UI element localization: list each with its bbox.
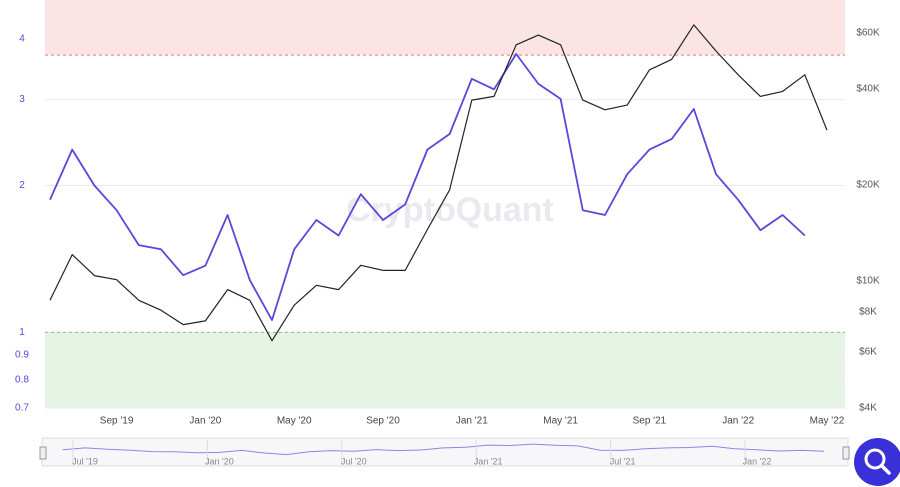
x-tick-label: Jan '21 (456, 416, 488, 427)
x-tick-label: May '21 (543, 416, 578, 427)
search-circle[interactable] (854, 438, 900, 486)
navigator-label: Jan '21 (474, 456, 503, 466)
watermark: CryptoQuant (346, 191, 554, 229)
y-tick-label: 4 (19, 33, 25, 44)
band (45, 332, 845, 408)
navigator-handle[interactable] (842, 446, 850, 460)
x-tick-label: May '20 (277, 416, 312, 427)
y2-tick-label: $20K (856, 180, 880, 191)
x-tick-label: May '22 (810, 416, 845, 427)
series-line (49, 24, 828, 342)
navigator-label: Jul '21 (610, 456, 636, 466)
y2-tick-label: $40K (856, 84, 880, 95)
band (45, 0, 845, 56)
navigator-handle[interactable] (39, 446, 47, 460)
y-tick-label: 2 (19, 180, 25, 191)
x-tick-label: Sep '20 (366, 416, 400, 427)
y-tick-label: 1 (19, 327, 25, 338)
y2-tick-label: $4K (859, 403, 877, 414)
x-tick-label: Sep '21 (633, 416, 667, 427)
y-tick-label: 0.7 (15, 403, 29, 414)
search-icon (880, 464, 891, 475)
x-tick-label: Jan '22 (722, 416, 754, 427)
y-tick-label: 0.8 (15, 374, 29, 385)
bands (45, 0, 845, 409)
navigator-label: Jan '20 (205, 456, 234, 466)
search-button[interactable] (854, 438, 900, 486)
x-tick-label: Jan '20 (189, 416, 221, 427)
y2-tick-label: $6K (859, 346, 877, 357)
y2-tick-label: $60K (856, 27, 880, 38)
y2-tick-label: $10K (856, 276, 880, 287)
navigator-label: Jul '19 (72, 456, 98, 466)
navigator-line (62, 443, 825, 456)
navigator-label: Jul '20 (341, 456, 367, 466)
y-tick-label: 0.9 (15, 349, 29, 360)
y-tick-label: 3 (19, 94, 25, 105)
search-icon (864, 448, 886, 470)
y2-tick-label: $8K (859, 307, 877, 318)
series-line (49, 53, 806, 321)
navigator-label: Jan '22 (743, 456, 772, 466)
x-tick-label: Sep '19 (100, 416, 134, 427)
